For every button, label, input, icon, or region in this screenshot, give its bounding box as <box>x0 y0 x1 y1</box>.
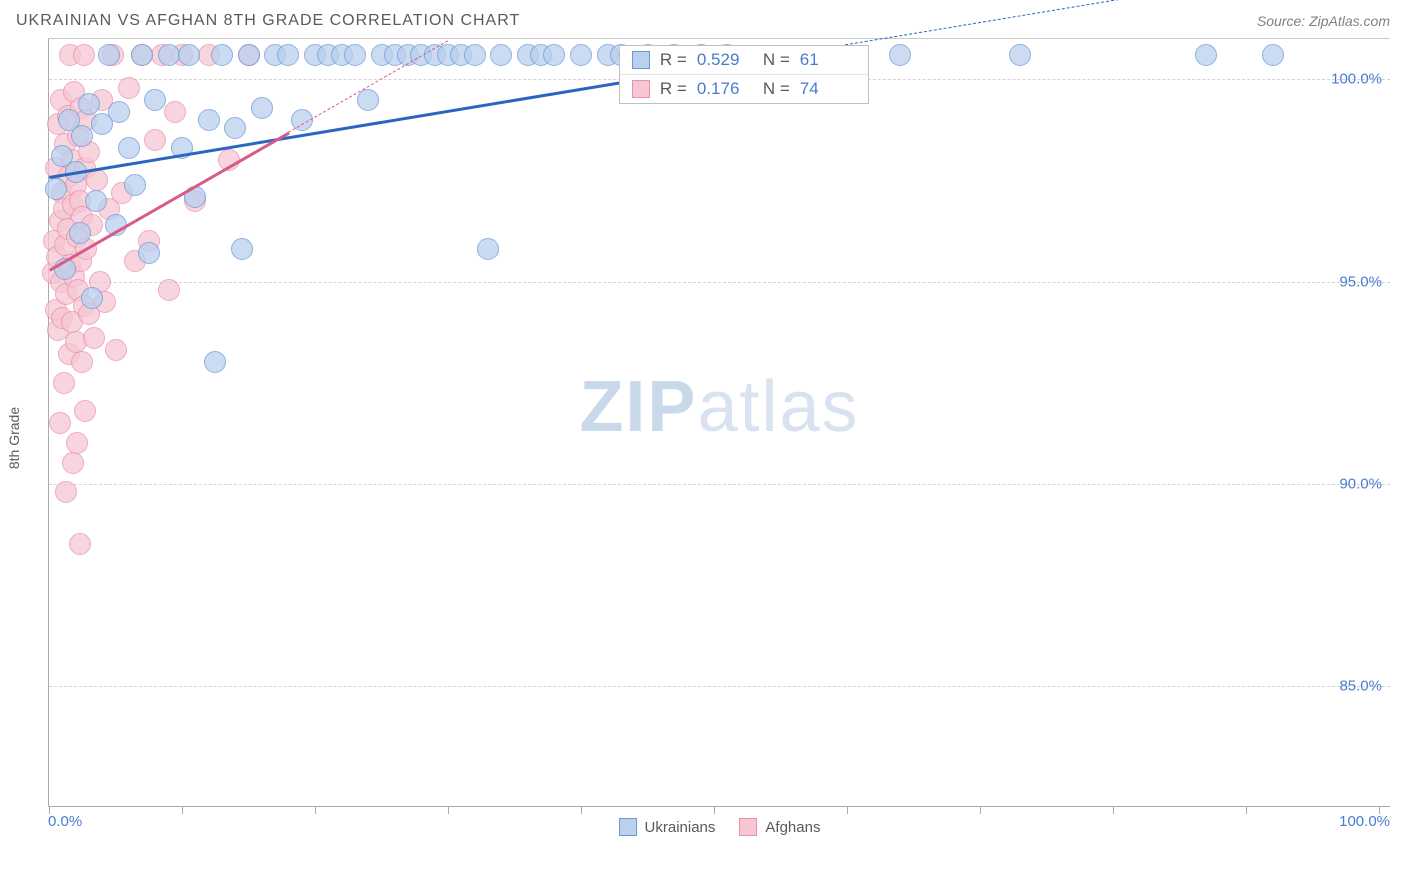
data-point <box>118 77 140 99</box>
data-point <box>477 238 499 260</box>
y-tick-label: 85.0% <box>1339 677 1382 694</box>
data-point <box>231 238 253 260</box>
data-point <box>158 279 180 301</box>
y-tick-label: 95.0% <box>1339 273 1382 290</box>
data-point <box>144 129 166 151</box>
data-point <box>85 190 107 212</box>
gridline-h <box>49 282 1390 283</box>
plot-area: ZIPatlas 85.0% 90.0% 95.0% 100.0% R = 0.529 N … <box>48 39 1390 807</box>
data-point <box>118 137 140 159</box>
legend-row: R = 0.529 N = 61 <box>620 46 868 74</box>
chart-container: 8th Grade ZIPatlas 85.0%90.0%95.0%100.0%… <box>48 38 1390 837</box>
source-name: ZipAtlas.com <box>1309 13 1390 29</box>
data-point <box>238 44 260 66</box>
x-tick-label: 0.0% <box>48 813 82 830</box>
data-point <box>62 452 84 474</box>
data-point <box>198 109 220 131</box>
legend-n-label: N = <box>763 50 790 70</box>
data-point <box>71 125 93 147</box>
data-point <box>144 89 166 111</box>
data-point <box>1009 44 1031 66</box>
source-credit: Source: ZipAtlas.com <box>1257 13 1390 29</box>
data-point <box>78 93 100 115</box>
y-axis-title: 8th Grade <box>6 407 22 469</box>
legend-r-label: R = <box>660 50 687 70</box>
data-point <box>108 101 130 123</box>
data-point <box>69 222 91 244</box>
data-point <box>204 351 226 373</box>
data-point <box>83 327 105 349</box>
data-point <box>211 44 233 66</box>
legend-row: R = 0.176 N = 74 <box>620 74 868 103</box>
data-point <box>490 44 512 66</box>
legend-r-label: R = <box>660 79 687 99</box>
data-point <box>86 169 108 191</box>
data-point <box>49 412 71 434</box>
data-point <box>224 117 246 139</box>
legend-n-value: 74 <box>800 79 856 99</box>
correlation-legend: R = 0.529 N = 61 R = 0.176 N = 74 <box>619 45 869 104</box>
legend-r-value: 0.529 <box>697 50 753 70</box>
watermark-bold: ZIP <box>579 367 697 447</box>
data-point <box>81 287 103 309</box>
data-point <box>277 44 299 66</box>
data-point <box>570 44 592 66</box>
legend-swatch <box>632 51 650 69</box>
data-point <box>344 44 366 66</box>
data-point <box>98 44 120 66</box>
y-tick-label: 90.0% <box>1339 475 1382 492</box>
data-point <box>357 89 379 111</box>
data-point <box>124 174 146 196</box>
data-point <box>69 533 91 555</box>
data-point <box>251 97 273 119</box>
data-point <box>138 242 160 264</box>
x-axis-label-row: 0.0% 100.0% <box>48 807 1390 837</box>
data-point <box>543 44 565 66</box>
data-point <box>1262 44 1284 66</box>
data-point <box>131 44 153 66</box>
data-point <box>105 339 127 361</box>
data-point <box>74 400 96 422</box>
source-prefix: Source: <box>1257 13 1309 29</box>
data-point <box>71 351 93 373</box>
data-point <box>889 44 911 66</box>
gridline-h <box>49 686 1390 687</box>
y-tick-label: 100.0% <box>1331 71 1382 88</box>
data-point <box>66 432 88 454</box>
data-point <box>1195 44 1217 66</box>
data-point <box>158 44 180 66</box>
legend-n-label: N = <box>763 79 790 99</box>
data-point <box>55 481 77 503</box>
legend-r-value: 0.176 <box>697 79 753 99</box>
data-point <box>464 44 486 66</box>
data-point <box>178 44 200 66</box>
data-point <box>73 44 95 66</box>
legend-swatch <box>632 80 650 98</box>
data-point <box>45 178 67 200</box>
data-point <box>53 372 75 394</box>
chart-title: UKRAINIAN VS AFGHAN 8TH GRADE CORRELATIO… <box>16 12 520 30</box>
watermark-light: atlas <box>697 367 859 447</box>
data-point <box>164 101 186 123</box>
legend-n-value: 61 <box>800 50 856 70</box>
watermark: ZIPatlas <box>579 366 859 448</box>
x-tick-label: 100.0% <box>1339 813 1390 830</box>
gridline-h <box>49 484 1390 485</box>
